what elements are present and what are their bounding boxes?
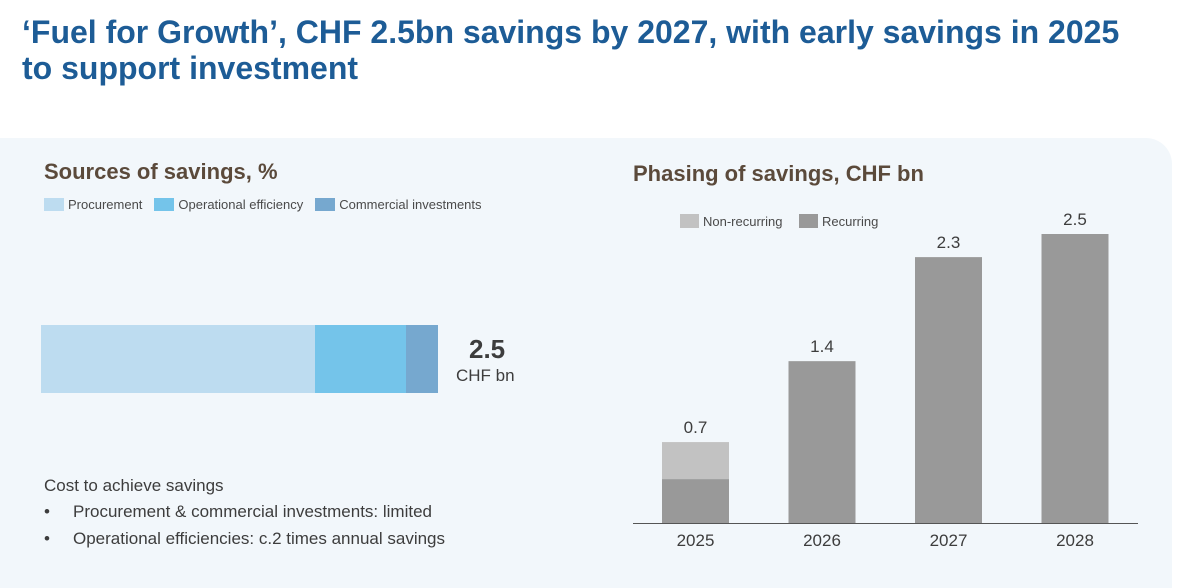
x-tick-label-2026: 2026 [803,531,841,550]
legend-label: Non-recurring [703,214,782,229]
list-item: • Operational efficiencies: c.2 times an… [44,529,445,556]
legend-swatch-non-recurring [680,214,699,228]
legend-item-commercial-investments: Commercial investments [315,197,482,212]
cost-bullet-list: • Procurement & commercial investments: … [44,502,445,556]
legend-label: Recurring [822,214,878,229]
bar-2025-non-recurring [662,442,729,480]
data-label-2028: 2.5 [1063,210,1087,229]
legend-swatch [44,198,64,211]
legend-swatch [315,198,336,211]
data-label-2025: 0.7 [684,418,708,437]
bullet-icon: • [44,502,50,521]
legend-label: Operational efficiency [178,197,304,212]
legend-swatch-recurring [799,214,818,228]
phasing-heading: Phasing of savings, CHF bn [633,161,924,186]
data-label-2027: 2.3 [937,233,961,252]
total-savings-value: 2.5 [469,334,506,364]
bullet-icon: • [44,529,50,548]
bar-2027-recurring [915,257,982,523]
list-item: • Procurement & commercial investments: … [44,502,445,529]
x-tick-label-2025: 2025 [677,531,715,550]
legend-item-operational-efficiency: Operational efficiency [154,197,303,212]
bar-2025-recurring [662,479,729,523]
bar-segment-operational-efficiency [314,325,407,393]
bar-2028-recurring [1041,234,1109,523]
bar-segment-procurement [41,325,315,393]
x-tick-label-2027: 2027 [930,531,968,550]
bar-segment-commercial-investments [406,325,438,393]
bullet-text: Procurement & commercial investments: li… [73,502,433,521]
sources-stacked-bar [41,325,438,393]
x-tick-label-2028: 2028 [1056,531,1094,550]
legend-label: Procurement [68,197,143,212]
total-savings-unit: CHF bn [456,366,515,385]
data-label-2026: 1.4 [810,337,834,356]
bullet-text: Operational efficiencies: c.2 times annu… [73,529,445,548]
legend-swatch [154,198,175,211]
legend-item-procurement: Procurement [44,197,142,212]
page-title: ‘Fuel for Growth’, CHF 2.5bn savings by … [22,14,1120,86]
sources-legend: Procurement Operational efficiency Comme… [44,197,494,212]
legend-label: Commercial investments [339,197,482,212]
cost-heading: Cost to achieve savings [44,476,224,495]
sources-heading: Sources of savings, % [44,159,278,184]
bar-2026-recurring [788,361,856,523]
